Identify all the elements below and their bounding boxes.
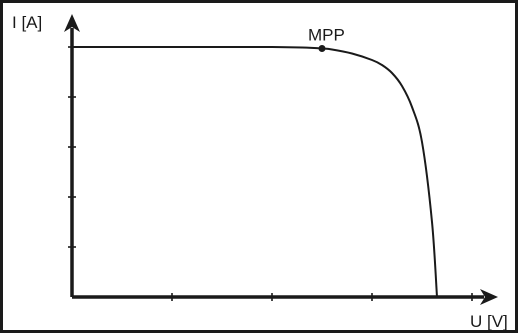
iv-curve-line	[72, 45, 438, 298]
series-layer	[72, 45, 438, 298]
annotation-layer: MPP	[308, 26, 345, 52]
y-axis-label: I [A]	[12, 13, 42, 32]
y-axis-arrowhead	[64, 14, 80, 32]
mpp-point	[318, 45, 326, 52]
x-axis-arrowhead	[480, 289, 498, 305]
axis-ticks	[68, 46, 473, 301]
x-axis-label: U [V]	[470, 312, 508, 331]
mpp-label: MPP	[308, 26, 345, 45]
